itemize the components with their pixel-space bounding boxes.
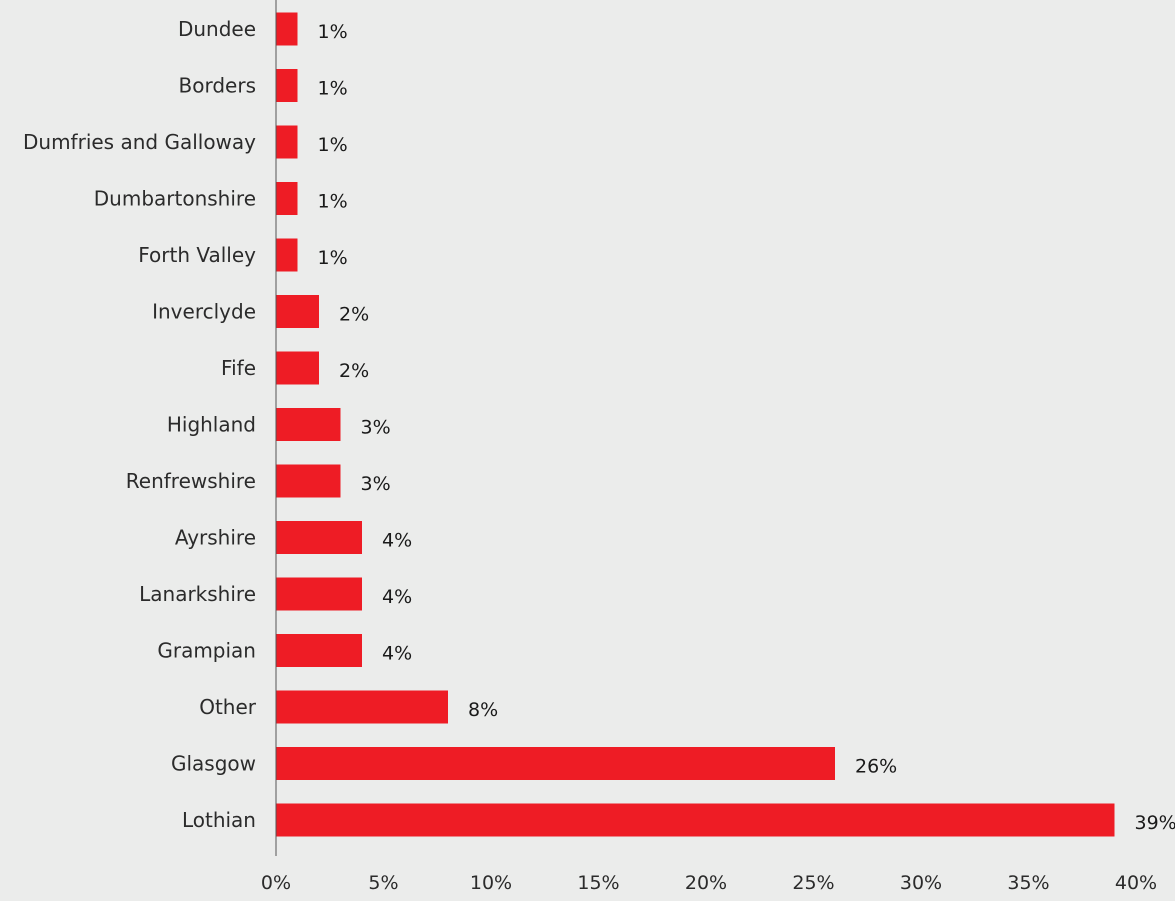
data-label-lothian: 39% — [1135, 812, 1175, 834]
x-tick-label-20: 20% — [685, 872, 727, 894]
category-labels: Dundee Borders Dumfries and Galloway Dumbar… — [23, 17, 257, 832]
category-label-other: Other — [199, 695, 257, 719]
bar-forth-valley — [276, 238, 298, 272]
x-tick-label-10: 10% — [470, 872, 512, 894]
category-label-forth-valley: Forth Valley — [138, 243, 256, 267]
data-label-dumfries-and-galloway: 1% — [318, 134, 348, 156]
x-tick-labels: 0% 5% 10% 15% 20% 25% 30% 35% 40% — [261, 872, 1157, 894]
category-label-dumbartonshire: Dumbartonshire — [94, 187, 256, 211]
bar-ayrshire — [276, 521, 362, 554]
category-label-inverclyde: Inverclyde — [152, 300, 256, 324]
bar-highland — [276, 408, 341, 441]
category-label-dundee: Dundee — [178, 17, 256, 41]
category-label-glasgow: Glasgow — [171, 752, 256, 776]
bar-inverclyde — [276, 295, 319, 328]
category-label-dumfries-and-galloway: Dumfries and Galloway — [23, 130, 256, 154]
bar-renfrewshire — [276, 464, 341, 498]
category-label-renfrewshire: Renfrewshire — [126, 469, 256, 493]
data-label-renfrewshire: 3% — [361, 473, 391, 495]
x-tick-label-35: 35% — [1007, 872, 1049, 894]
data-label-dumbartonshire: 1% — [318, 191, 348, 213]
category-label-borders: Borders — [179, 74, 256, 98]
bar-fife — [276, 351, 319, 385]
category-label-fife: Fife — [221, 356, 256, 380]
bar-glasgow — [276, 747, 835, 780]
bar-lanarkshire — [276, 577, 362, 611]
category-label-highland: Highland — [167, 413, 256, 437]
category-label-lothian: Lothian — [182, 808, 256, 832]
data-labels: 1% 1% 1% 1% 1% 2% 2% 3% 3% 4% 4% 4% 8% 26% 39% — [318, 21, 1175, 834]
data-label-fife: 2% — [339, 360, 369, 382]
data-label-lanarkshire: 4% — [382, 586, 412, 608]
bar-grampian — [276, 634, 362, 667]
data-label-glasgow: 26% — [855, 756, 897, 778]
category-label-grampian: Grampian — [157, 639, 256, 663]
data-label-borders: 1% — [318, 78, 348, 100]
bar-other — [276, 690, 448, 724]
data-label-ayrshire: 4% — [382, 530, 412, 552]
x-tick-label-0: 0% — [261, 872, 291, 894]
x-tick-label-30: 30% — [900, 872, 942, 894]
category-label-lanarkshire: Lanarkshire — [139, 582, 256, 606]
x-tick-label-25: 25% — [792, 872, 834, 894]
data-label-other: 8% — [468, 699, 498, 721]
data-label-grampian: 4% — [382, 643, 412, 665]
bar-borders — [276, 69, 298, 102]
x-tick-label-5: 5% — [368, 872, 398, 894]
bar-lothian — [276, 803, 1115, 837]
x-tick-label-15: 15% — [577, 872, 619, 894]
data-label-inverclyde: 2% — [339, 304, 369, 326]
x-tick-label-40: 40% — [1115, 872, 1157, 894]
bars — [276, 12, 1115, 837]
bar-dumbartonshire — [276, 182, 298, 215]
bar-dundee — [276, 12, 298, 46]
data-label-dundee: 1% — [318, 21, 348, 43]
data-label-highland: 3% — [361, 417, 391, 439]
data-label-forth-valley: 1% — [318, 247, 348, 269]
category-label-ayrshire: Ayrshire — [175, 526, 256, 550]
bar-dumfries-and-galloway — [276, 125, 298, 159]
